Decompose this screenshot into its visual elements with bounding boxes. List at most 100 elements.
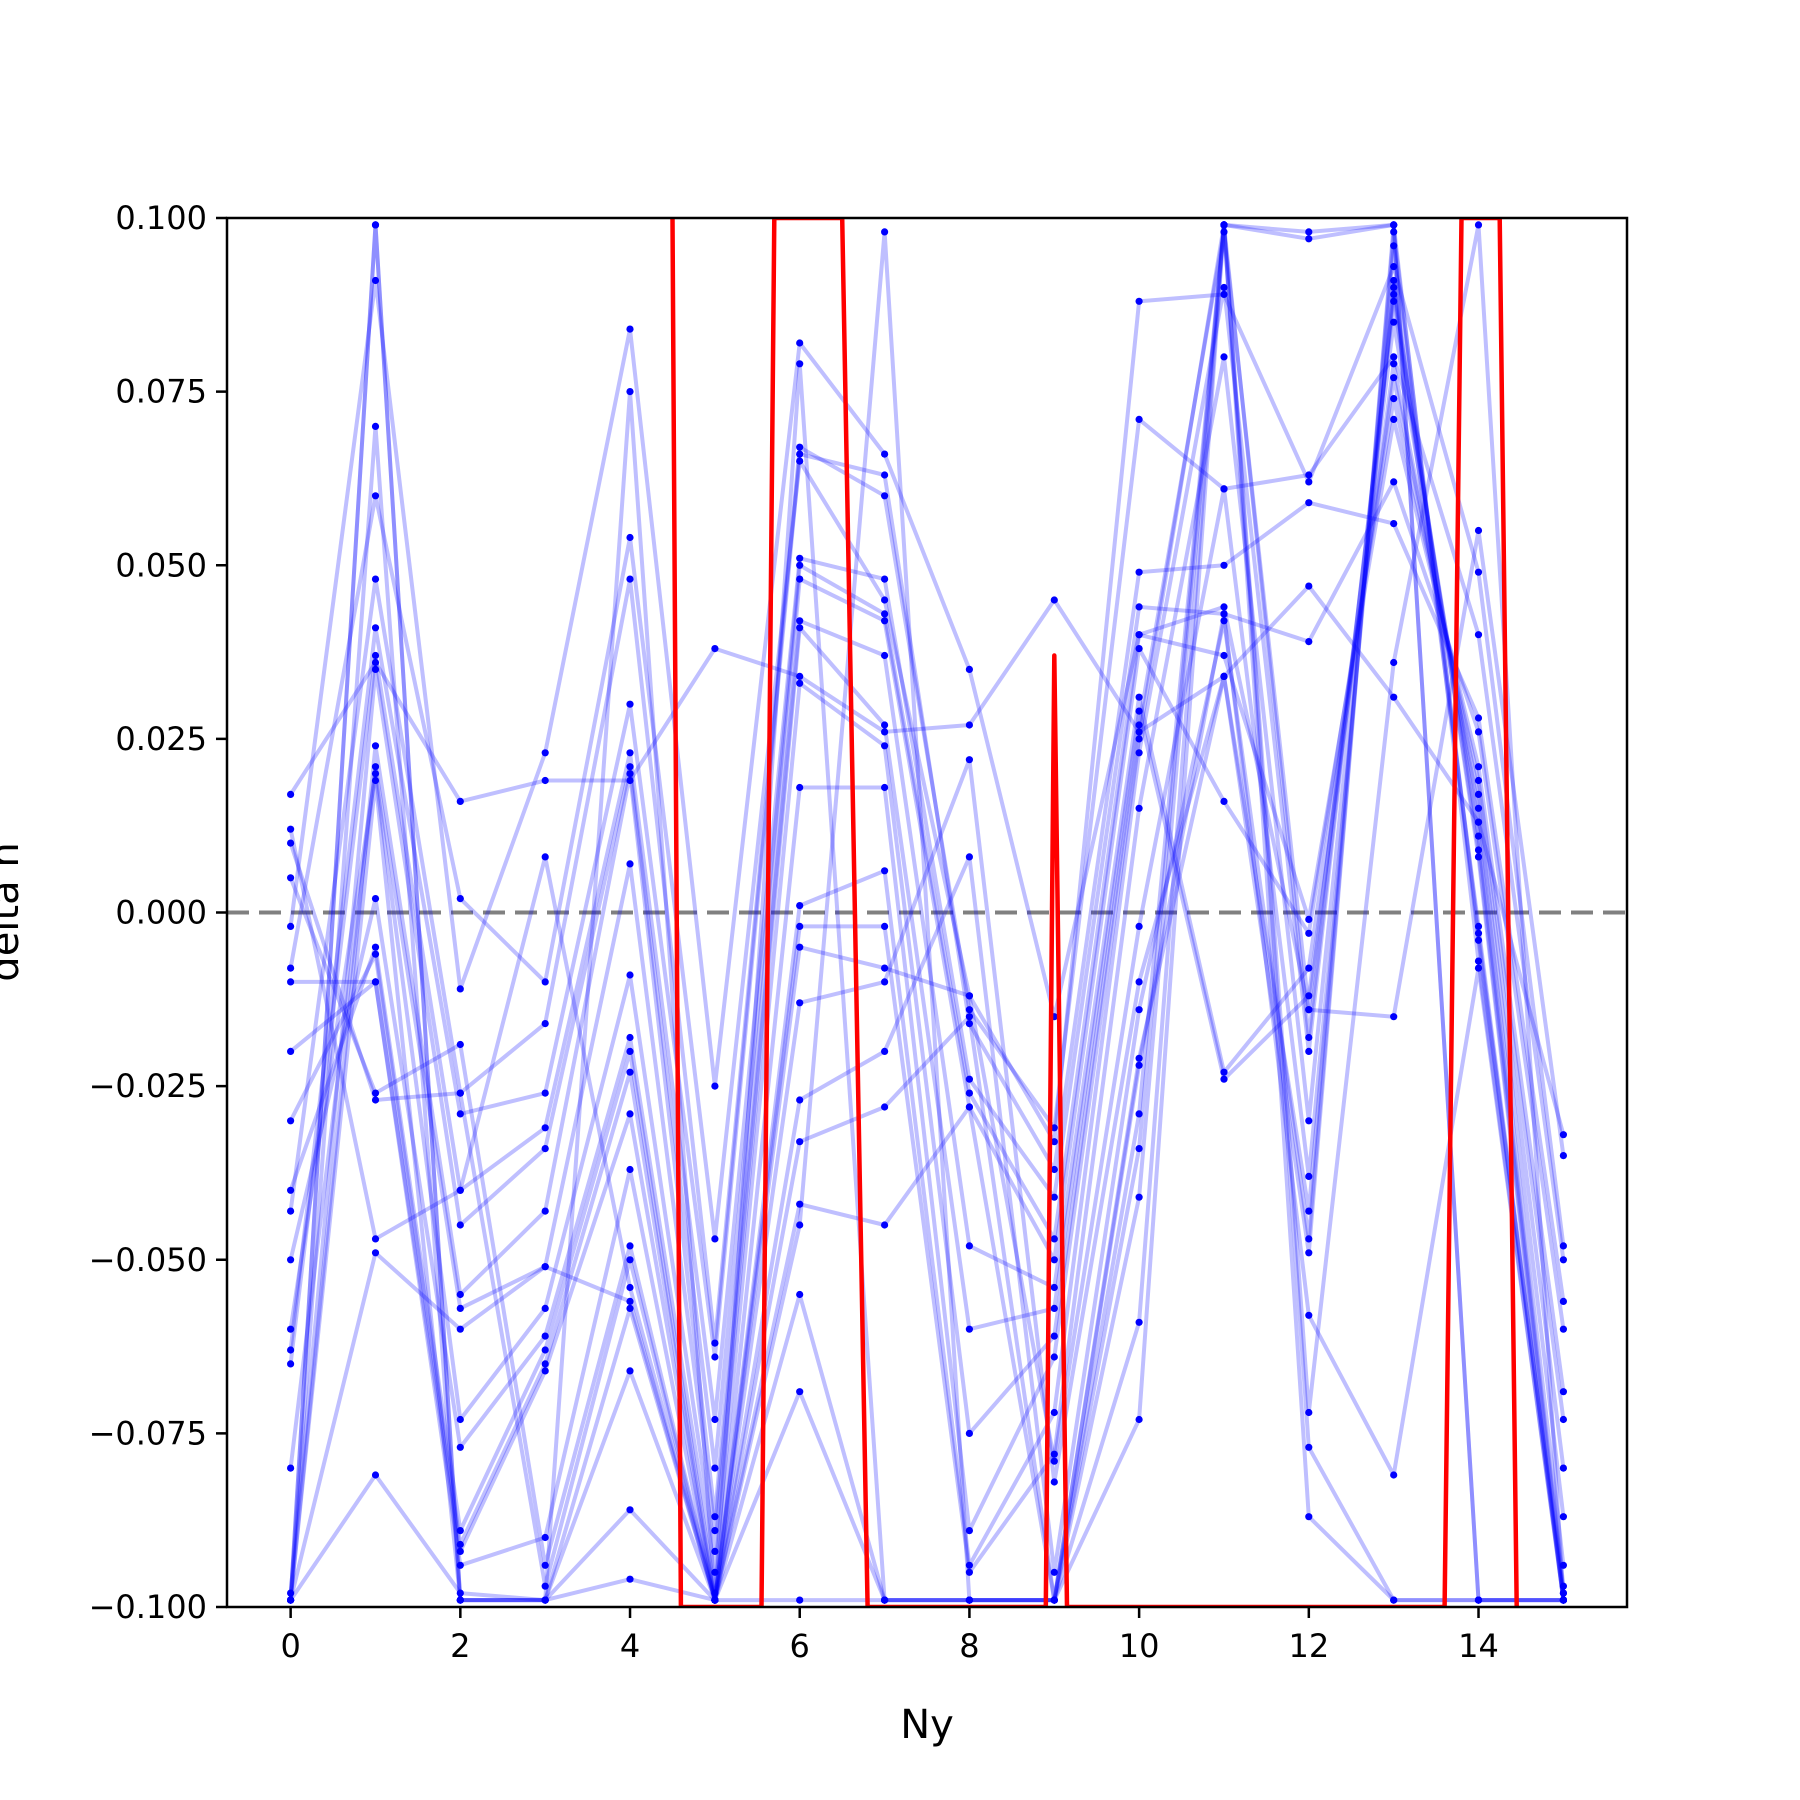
- data-point: [1220, 603, 1228, 611]
- data-point: [1390, 242, 1398, 250]
- data-point: [371, 1235, 380, 1243]
- data-point: [1390, 374, 1398, 382]
- data-point: [1220, 651, 1228, 660]
- data-point: [287, 978, 295, 986]
- data-point: [1474, 936, 1483, 944]
- data-point: [1050, 1408, 1058, 1417]
- data-point: [1050, 1124, 1058, 1132]
- blue-series-17: [287, 228, 1567, 1604]
- series-line: [288, 396, 1566, 1601]
- x-tick-label: 14: [1458, 1627, 1499, 1665]
- data-point: [1220, 617, 1228, 625]
- data-point: [1135, 631, 1143, 639]
- data-point: [881, 1047, 889, 1055]
- blue-series-14: [287, 283, 1567, 1604]
- series-line: [288, 222, 1564, 1603]
- data-point: [881, 575, 889, 583]
- data-point: [1050, 1256, 1058, 1264]
- data-point: [965, 756, 974, 764]
- data-point: [541, 776, 549, 785]
- data-point: [541, 1207, 549, 1215]
- data-point: [1559, 1596, 1567, 1604]
- data-point: [1135, 804, 1143, 812]
- data-point: [796, 339, 804, 347]
- data-point: [796, 575, 804, 583]
- data-point: [541, 1533, 549, 1542]
- series-line: [288, 479, 1566, 1422]
- data-point: [287, 1207, 295, 1215]
- data-point: [1135, 1193, 1143, 1201]
- series-line: [288, 361, 1566, 1554]
- data-point: [1050, 1450, 1058, 1458]
- y-tick-label: 0.050: [115, 546, 207, 584]
- data-point: [287, 1047, 295, 1055]
- data-point: [965, 1325, 974, 1333]
- data-point: [626, 971, 634, 979]
- data-point: [796, 922, 804, 931]
- plot-area: [227, 218, 1627, 1607]
- y-tick-label: 0.000: [115, 894, 207, 932]
- data-point: [541, 1124, 549, 1132]
- data-point: [1559, 1131, 1567, 1139]
- blue-series-19: [287, 610, 1567, 1604]
- data-point: [711, 1547, 719, 1555]
- data-point: [456, 797, 464, 806]
- data-point: [541, 1360, 549, 1368]
- data-point: [881, 978, 889, 986]
- x-tick-label: 6: [790, 1627, 810, 1665]
- data-point: [1559, 1152, 1567, 1160]
- data-point: [1135, 1054, 1143, 1062]
- data-point: [881, 617, 889, 625]
- data-point: [1474, 804, 1483, 812]
- data-point: [287, 1360, 295, 1368]
- data-point: [1390, 276, 1398, 285]
- blue-series-9: [287, 374, 1567, 1535]
- data-point: [711, 1513, 719, 1521]
- x-axis-label: Ny: [900, 1702, 954, 1748]
- data-point: [881, 651, 889, 660]
- data-point: [1135, 1061, 1143, 1069]
- data-point: [711, 1415, 719, 1424]
- data-point: [965, 1568, 974, 1576]
- data-point: [965, 1103, 974, 1111]
- series-line: [288, 222, 1566, 1596]
- data-point: [456, 985, 464, 993]
- data-point: [1305, 929, 1313, 937]
- data-point: [1135, 707, 1143, 715]
- data-point: [456, 1089, 464, 1097]
- data-point: [626, 1575, 634, 1583]
- x-tick-label: 4: [620, 1627, 640, 1665]
- data-point: [1390, 1596, 1398, 1604]
- data-point: [1305, 915, 1313, 924]
- data-point: [881, 742, 889, 750]
- data-point: [456, 1304, 464, 1312]
- data-point: [1474, 846, 1483, 854]
- data-point: [796, 1096, 804, 1104]
- series-line: [288, 285, 1566, 1603]
- data-point: [965, 1006, 974, 1014]
- data-point: [626, 776, 634, 785]
- data-point: [1135, 415, 1143, 423]
- data-point: [287, 922, 295, 931]
- data-point: [541, 1020, 549, 1028]
- data-point: [1559, 1325, 1567, 1333]
- data-point: [371, 1471, 380, 1479]
- data-point: [1135, 603, 1143, 611]
- data-point: [1559, 1561, 1567, 1569]
- data-point: [626, 1242, 634, 1250]
- data-point: [1474, 964, 1483, 972]
- data-point: [881, 1103, 889, 1111]
- data-point: [287, 1117, 295, 1125]
- series-line: [288, 452, 1566, 1359]
- data-point: [541, 1145, 549, 1153]
- data-point: [1135, 645, 1143, 653]
- data-point: [1135, 1318, 1143, 1326]
- data-point: [626, 1367, 634, 1375]
- data-point: [1390, 228, 1398, 236]
- data-point: [1474, 922, 1483, 931]
- data-point: [626, 1297, 634, 1305]
- data-point: [965, 1013, 974, 1021]
- series-line: [288, 264, 1566, 1247]
- data-point: [965, 721, 974, 729]
- data-point: [287, 1186, 295, 1194]
